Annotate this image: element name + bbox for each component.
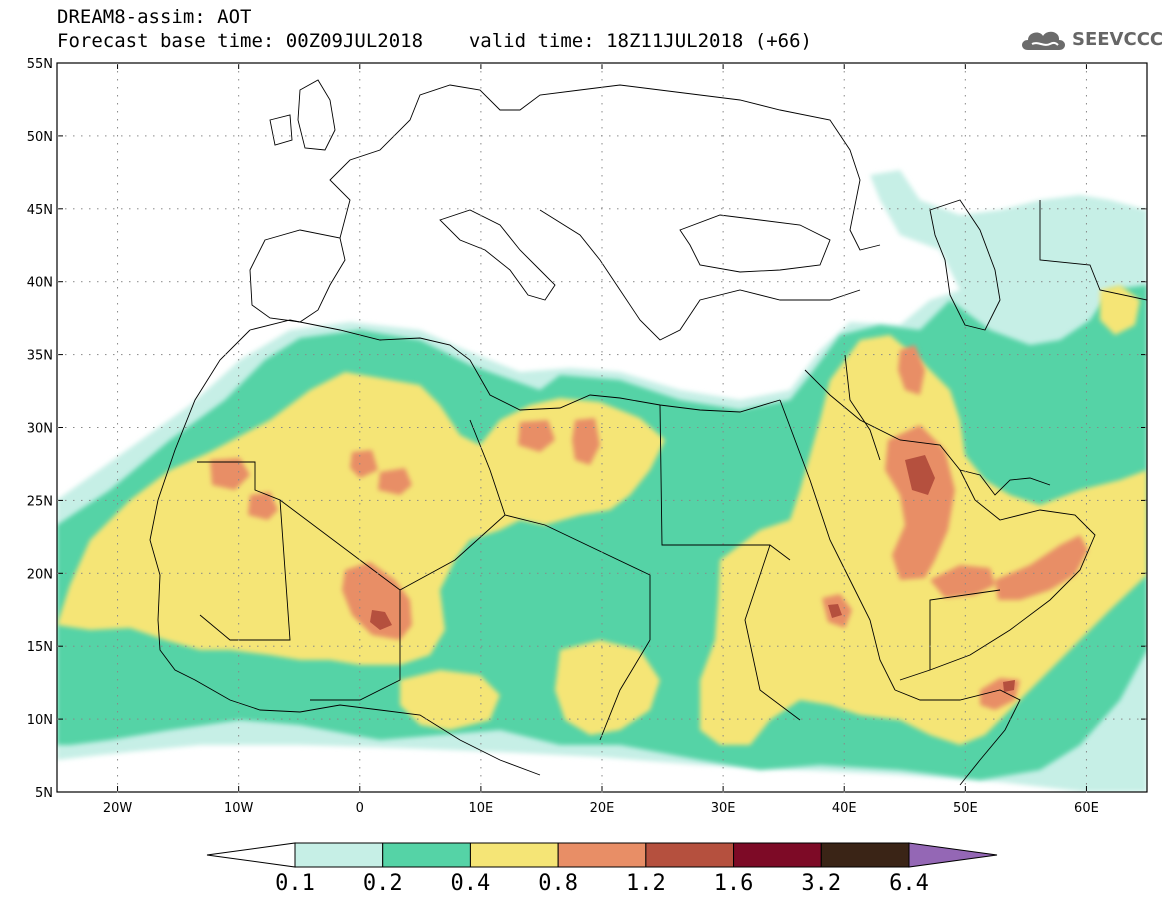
lon-tick-label: 20W: [103, 801, 133, 816]
lat-tick-label: 40N: [27, 276, 53, 291]
logo-text: SEEVCCC: [1072, 29, 1164, 50]
colorbar-swatch: [645, 842, 735, 868]
longitude-axis: 20W 10W 0 10E 20E 30E 40E 50E 60E: [103, 63, 1099, 816]
lat-tick-label: 5N: [35, 786, 53, 801]
colorbar-swatch: [820, 842, 910, 868]
lon-tick-label: 20E: [590, 801, 615, 816]
colorbar-low-arrow: [206, 842, 296, 868]
lon-tick-label: 10W: [224, 801, 254, 816]
colorbar-swatch: [469, 842, 559, 868]
lon-tick-label: 40E: [832, 801, 857, 816]
lat-tick-label: 25N: [27, 494, 53, 509]
colorbar-label: 0.2: [363, 871, 403, 896]
colorbar-label: 1.2: [626, 871, 666, 896]
colorbar-swatch: [294, 842, 384, 868]
cloud-icon: [1022, 31, 1065, 50]
lat-tick-label: 20N: [27, 567, 53, 582]
aot-band-1.2: [370, 455, 1015, 692]
base-time: Forecast base time: 00Z09JUL2018: [57, 30, 424, 52]
colorbar-high-arrow: [908, 842, 998, 868]
product-title: DREAM8-assim: AOT: [57, 6, 252, 28]
lon-tick-label: 10E: [469, 801, 494, 816]
colorbar-label: 6.4: [889, 871, 929, 896]
seevccc-logo: SEEVCCC: [1018, 24, 1163, 56]
latitude-axis: 55N 50N 45N 40N 35N 30N 25N 20N 15N 10N 5N: [27, 57, 1147, 801]
colorbar-label: 0.1: [275, 871, 315, 896]
lat-tick-label: 15N: [27, 640, 53, 655]
colorbar-label: 3.2: [801, 871, 841, 896]
lat-tick-label: 50N: [27, 130, 53, 145]
aot-field: [57, 170, 1147, 792]
valid-time: valid time: 18Z11JUL2018 (+66): [468, 30, 812, 52]
colorbar-label: 1.6: [714, 871, 754, 896]
colorbar: 0.1 0.2 0.4 0.8 1.2 1.6 3.2 6.4: [206, 842, 998, 896]
colorbar-label: 0.8: [538, 871, 578, 896]
forecast-times: Forecast base time: 00Z09JUL2018 valid t…: [57, 30, 812, 52]
lat-tick-label: 45N: [27, 203, 53, 218]
lat-tick-label: 55N: [27, 57, 53, 72]
lon-tick-label: 60E: [1074, 801, 1099, 816]
colorbar-label: 0.4: [451, 871, 491, 896]
lon-tick-label: 30E: [711, 801, 736, 816]
lat-tick-label: 30N: [27, 422, 53, 437]
lat-tick-label: 10N: [27, 713, 53, 728]
colorbar-swatch: [557, 842, 647, 868]
lat-tick-label: 35N: [27, 349, 53, 364]
coastlines: [149, 79, 1147, 786]
colorbar-swatch: [733, 842, 822, 868]
aot-band-0.4: [57, 285, 1147, 745]
lon-tick-label: 0: [356, 801, 364, 816]
colorbar-swatch: [382, 842, 471, 868]
lon-tick-label: 50E: [953, 801, 978, 816]
